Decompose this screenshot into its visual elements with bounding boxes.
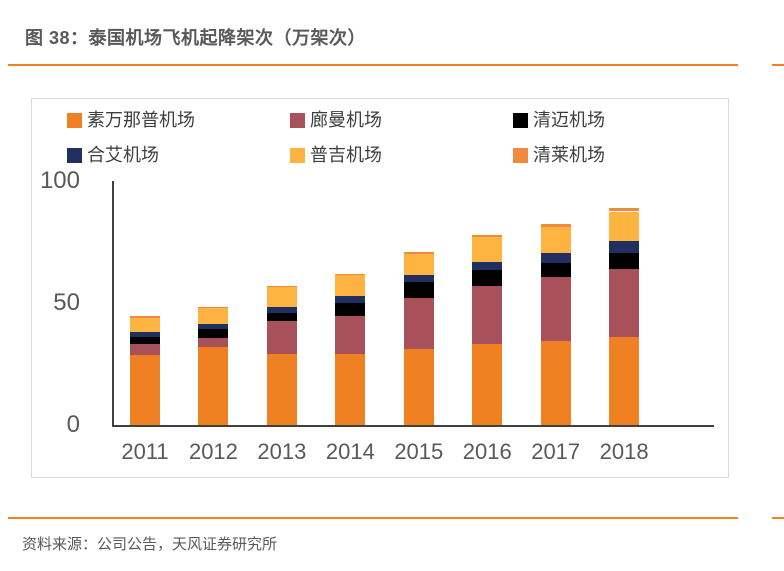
- legend-swatch-icon: [290, 112, 305, 128]
- x-axis-tick-2018: 2018: [599, 439, 649, 464]
- y-axis-tick-50: 50: [53, 289, 80, 316]
- accent-rule-bottom-end: [772, 517, 784, 519]
- bar-2014-segment-1: [335, 354, 366, 425]
- figure-title: 图 38：泰国机场飞机起降架次（万架次）: [25, 28, 367, 48]
- legend-swatch-icon: [290, 147, 305, 163]
- bar-2016-segment-3: [472, 270, 503, 286]
- bar-2017-segment-3: [540, 262, 571, 278]
- x-axis-tick-2014: 2014: [325, 439, 375, 464]
- bar-2013-segment-5: [266, 287, 297, 307]
- legend-item-1: 素万那普机场: [67, 110, 195, 130]
- bar-2018-segment-1: [609, 337, 640, 425]
- legend-item-3: 清迈机场: [513, 110, 605, 130]
- legend-swatch-icon: [67, 147, 82, 163]
- bar-2014-segment-2: [335, 316, 366, 355]
- bar-2014-segment-4: [335, 295, 366, 303]
- bar-2013-segment-3: [266, 312, 297, 322]
- legend-item-2: 廊曼机场: [290, 110, 382, 130]
- bar-2012-segment-3: [198, 328, 229, 339]
- bar-2017-segment-6: [540, 223, 571, 228]
- bar-2018-segment-3: [609, 252, 640, 269]
- bar-2014-segment-6: [335, 273, 366, 275]
- legend-label: 合艾机场: [87, 145, 159, 165]
- bar-2011-segment-1: [130, 355, 160, 425]
- x-axis-tick-2012: 2012: [188, 439, 238, 464]
- legend-item-6: 清莱机场: [513, 145, 605, 165]
- bar-2018-segment-2: [609, 268, 640, 338]
- chart-area: 素万那普机场 廊曼机场 清迈机场合艾机场 普吉机场 清莱机场 0 50 100 2011 201…: [31, 98, 729, 478]
- bar-2014-segment-3: [335, 303, 366, 317]
- y-axis-tick-0: 0: [66, 411, 80, 438]
- bar-2017-segment-2: [540, 277, 571, 341]
- bar-2011-segment-3: [130, 337, 160, 345]
- legend-label: 廊曼机场: [310, 110, 382, 130]
- bar-2018-segment-5: [609, 211, 640, 241]
- source-note: 资料来源：公司公告，天风证券研究所: [22, 536, 278, 553]
- bar-2015-segment-2: [403, 298, 434, 350]
- bar-2012-segment-1: [198, 346, 229, 425]
- bar-2015-segment-5: [403, 254, 434, 275]
- bar-2012-segment-6: [198, 306, 229, 308]
- bar-2012-segment-4: [198, 323, 229, 329]
- bar-2014-segment-5: [335, 274, 366, 296]
- legend-swatch-icon: [513, 147, 528, 163]
- bar-2015-segment-6: [403, 251, 434, 255]
- bar-2016-segment-2: [472, 285, 503, 345]
- bar-2013-segment-2: [266, 321, 297, 355]
- x-axis-tick-2011: 2011: [121, 439, 169, 464]
- bar-2016-segment-1: [472, 344, 503, 425]
- legend-label: 清迈机场: [533, 110, 605, 130]
- x-axis-tick-2015: 2015: [394, 439, 444, 464]
- bar-2016-segment-4: [472, 261, 503, 271]
- bar-2017-segment-1: [540, 340, 571, 425]
- bar-2013-segment-4: [266, 306, 297, 313]
- legend-label: 普吉机场: [310, 145, 382, 165]
- bar-2016-segment-5: [472, 237, 503, 262]
- x-axis-tick-2016: 2016: [462, 439, 512, 464]
- bar-2011-segment-5: [130, 317, 160, 333]
- legend-item-4: 合艾机场: [67, 145, 159, 165]
- bar-2012-segment-2: [198, 338, 229, 347]
- y-axis-line: [112, 181, 114, 427]
- legend-swatch-icon: [513, 112, 528, 128]
- bar-2011-segment-6: [130, 316, 160, 318]
- legend-label: 素万那普机场: [87, 110, 195, 130]
- bar-2011-segment-2: [130, 344, 160, 356]
- accent-rule-top-main: [8, 64, 738, 66]
- bar-2017-segment-5: [540, 227, 571, 253]
- legend-label: 清莱机场: [533, 145, 605, 165]
- accent-rule-top-end: [772, 64, 784, 66]
- x-axis-tick-2013: 2013: [257, 439, 307, 464]
- legend-swatch-icon: [67, 112, 82, 128]
- x-axis-tick-2017: 2017: [531, 439, 581, 464]
- legend-item-5: 普吉机场: [290, 145, 382, 165]
- bar-2016-segment-6: [472, 234, 503, 238]
- x-axis-line: [112, 425, 714, 427]
- accent-rule-bottom-main: [8, 517, 738, 519]
- bar-2017-segment-4: [540, 252, 571, 263]
- bar-2013-segment-6: [266, 285, 297, 288]
- bar-2018-segment-4: [609, 240, 640, 253]
- bar-2013-segment-1: [266, 354, 297, 425]
- bar-2015-segment-1: [403, 349, 434, 425]
- bar-2015-segment-4: [403, 274, 434, 283]
- bar-2018-segment-6: [609, 207, 640, 212]
- bar-2012-segment-5: [198, 307, 229, 324]
- bar-2011-segment-4: [130, 332, 160, 338]
- y-axis-tick-100: 100: [39, 167, 80, 194]
- bar-2015-segment-3: [403, 282, 434, 299]
